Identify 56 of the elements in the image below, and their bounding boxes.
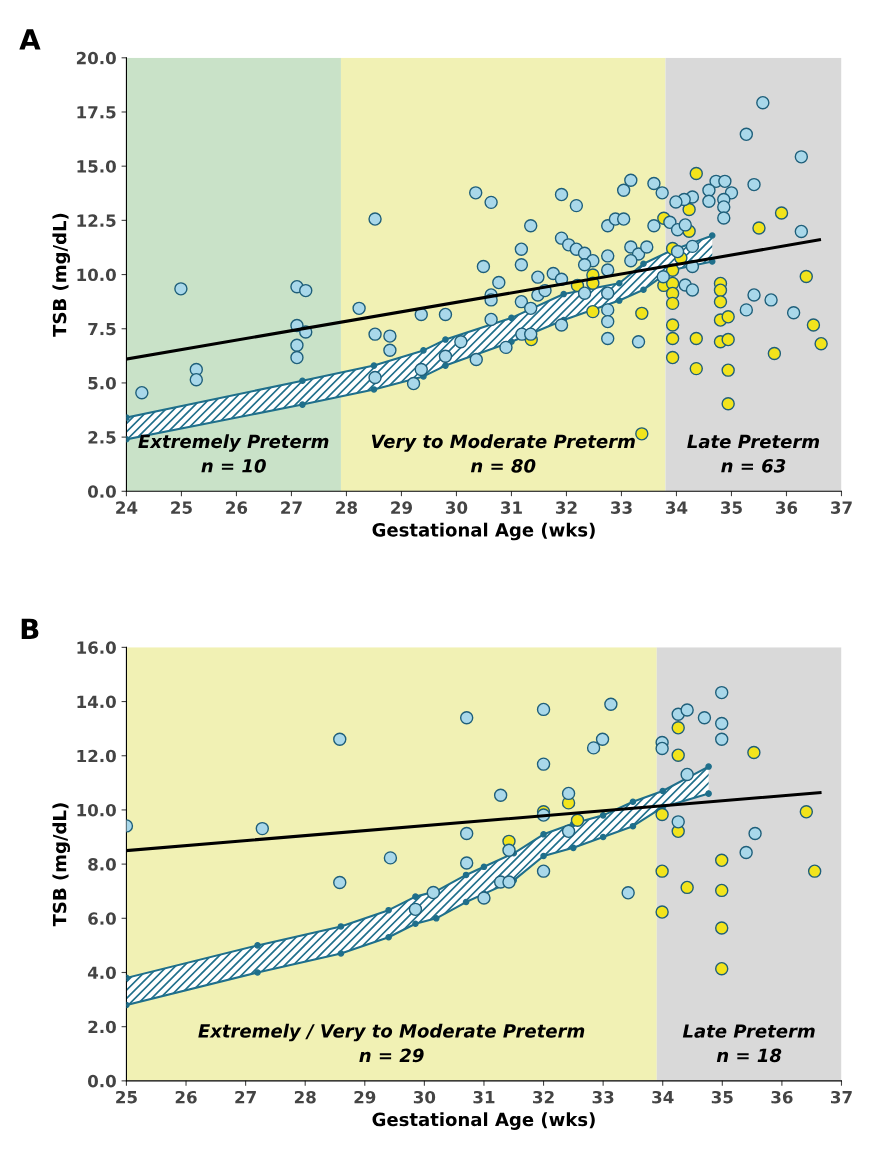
y-tick-label: 5.0 <box>88 376 116 390</box>
y-tick-label: 0.0 <box>87 485 116 498</box>
band-label: Late Preterm n = 63 <box>687 434 820 473</box>
x-tick-label: 33 <box>610 501 632 514</box>
x-tick-label: 33 <box>592 1090 614 1104</box>
y-tick-label: 12.0 <box>77 749 116 763</box>
y-tick-label: 14.0 <box>77 695 116 709</box>
y-tick-label: 20.0 <box>76 51 116 65</box>
x-tick-label: 26 <box>226 501 248 514</box>
y-tick-label: 7.5 <box>88 322 116 336</box>
x-tick-label: 32 <box>555 501 577 514</box>
y-tick-label: 0.0 <box>87 1074 116 1088</box>
x-tick-label: 37 <box>831 501 852 514</box>
y-tick-label: 10.0 <box>77 268 116 282</box>
x-tick-label: 35 <box>711 1090 733 1104</box>
y-tick-label: 12.5 <box>77 214 116 227</box>
y-tick-label: 8.0 <box>88 858 116 871</box>
x-tick-label: 31 <box>473 1090 495 1104</box>
x-tick-label: 25 <box>116 1090 137 1104</box>
y-tick-label: 17.5 <box>77 106 116 119</box>
chart-title: B <box>21 618 39 640</box>
x-tick-label: 29 <box>391 501 412 514</box>
x-tick-label: 27 <box>235 1090 256 1104</box>
x-tick-label: 25 <box>171 501 192 514</box>
y-tick-label: 16.0 <box>77 641 116 654</box>
y-axis-title: TSB (mg/dL) <box>52 803 71 927</box>
x-tick-label: 29 <box>354 1090 376 1104</box>
x-tick-label: 26 <box>175 1090 197 1104</box>
band-label: Extremely Preterm n = 10 <box>138 434 329 473</box>
x-axis-title: Gestational Age (wks) <box>372 1112 595 1130</box>
x-tick-label: 34 <box>652 1090 674 1104</box>
x-tick-label: 34 <box>665 501 688 514</box>
x-tick-label: 31 <box>500 501 522 514</box>
band-label: Very to Moderate Preterm n = 80 <box>371 434 635 473</box>
x-tick-label: 36 <box>771 1090 793 1104</box>
chart-title: A <box>19 29 41 50</box>
x-tick-label: 35 <box>720 501 742 514</box>
x-tick-label: 28 <box>294 1090 316 1104</box>
band-label: Extremely / Very to Moderate Preterm n = 29 <box>198 1023 585 1063</box>
y-axis-title: TSB (mg/dL) <box>52 213 71 337</box>
y-tick-label: 2.0 <box>88 1020 116 1034</box>
x-tick-label: 27 <box>281 501 302 514</box>
x-tick-label: 37 <box>831 1090 852 1104</box>
y-tick-label: 10.0 <box>77 803 116 817</box>
y-tick-label: 6.0 <box>88 912 116 925</box>
x-tick-label: 32 <box>533 1090 554 1104</box>
x-axis-title: Gestational Age (wks) <box>372 522 595 541</box>
y-tick-label: 4.0 <box>87 966 116 980</box>
x-tick-label: 36 <box>776 501 798 514</box>
x-tick-label: 30 <box>445 501 468 514</box>
x-tick-label: 28 <box>336 501 358 514</box>
y-tick-label: 15.0 <box>77 160 116 173</box>
x-tick-label: 30 <box>413 1090 436 1104</box>
x-tick-label: 24 <box>116 501 138 514</box>
band-label: Late Preterm n = 18 <box>682 1024 815 1063</box>
y-tick-label: 2.5 <box>88 431 116 444</box>
